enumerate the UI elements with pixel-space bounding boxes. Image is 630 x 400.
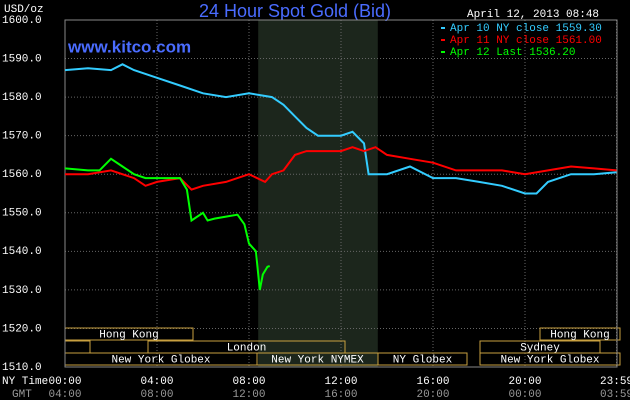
- session-label: New York Globex: [500, 354, 599, 366]
- x-secondary-label: 04:00: [48, 389, 81, 400]
- legend-label: Apr 11 NY close 1561.00: [450, 35, 602, 47]
- shaded-session: [258, 20, 378, 367]
- session-label: NY Globex: [393, 354, 453, 366]
- y-tick-label: 1560.0: [2, 169, 42, 181]
- x-axis-label: NY Time: [2, 376, 48, 388]
- legend-label: Apr 10 NY close 1559.30: [450, 23, 602, 35]
- x-tick-label: 08:00: [232, 376, 265, 388]
- watermark: www.kitco.com: [67, 37, 191, 56]
- x-tick-label: 23:59: [600, 376, 630, 388]
- legend-swatch: [441, 27, 445, 29]
- y-tick-label: 1540.0: [2, 246, 42, 258]
- chart-title: 24 Hour Spot Gold (Bid): [199, 1, 391, 21]
- x-tick-label: 16:00: [416, 376, 449, 388]
- price-line: [64, 157, 271, 291]
- x-secondary-label: 16:00: [324, 389, 357, 400]
- x-secondary-label: 20:00: [416, 389, 449, 400]
- x-secondary-label: 03:59: [600, 389, 630, 400]
- session-label: London: [227, 342, 267, 354]
- session-label: New York NYMEX: [271, 354, 364, 366]
- y-tick-label: 1580.0: [2, 92, 42, 104]
- x-axis-label: GMT: [12, 389, 32, 400]
- timestamp: April 12, 2013 08:48: [467, 9, 599, 21]
- session-label: Hong Kong: [99, 329, 158, 341]
- price-line: [65, 146, 617, 191]
- session-box: [479, 352, 621, 366]
- y-tick-label: 1550.0: [2, 208, 42, 220]
- x-tick-label: 12:00: [324, 376, 357, 388]
- y-axis-label: USD/oz: [4, 4, 44, 16]
- x-secondary-label: 08:00: [140, 389, 173, 400]
- y-tick-label: 1520.0: [2, 323, 42, 335]
- session-label: New York Globex: [111, 354, 210, 366]
- y-tick-label: 1510.0: [2, 362, 42, 374]
- y-tick-label: 1530.0: [2, 285, 42, 297]
- x-secondary-label: 12:00: [232, 389, 265, 400]
- x-tick-label: 20:00: [508, 376, 541, 388]
- session-label: Hong Kong: [550, 329, 609, 341]
- legend-swatch: [441, 39, 445, 41]
- y-tick-label: 1600.0: [2, 15, 42, 27]
- session-label: Sydney: [520, 342, 560, 354]
- legend-label: Apr 12 Last 1536.20: [450, 47, 575, 59]
- plot-frame: [64, 19, 618, 368]
- y-tick-label: 1570.0: [2, 131, 42, 143]
- legend-swatch: [441, 51, 445, 53]
- x-tick-label: 04:00: [140, 376, 173, 388]
- session-box: [539, 327, 621, 341]
- price-line: [64, 63, 617, 195]
- x-tick-label: 00:00: [48, 376, 81, 388]
- x-secondary-label: 00:00: [508, 389, 541, 400]
- y-tick-label: 1590.0: [2, 53, 42, 65]
- session-box: [377, 352, 468, 366]
